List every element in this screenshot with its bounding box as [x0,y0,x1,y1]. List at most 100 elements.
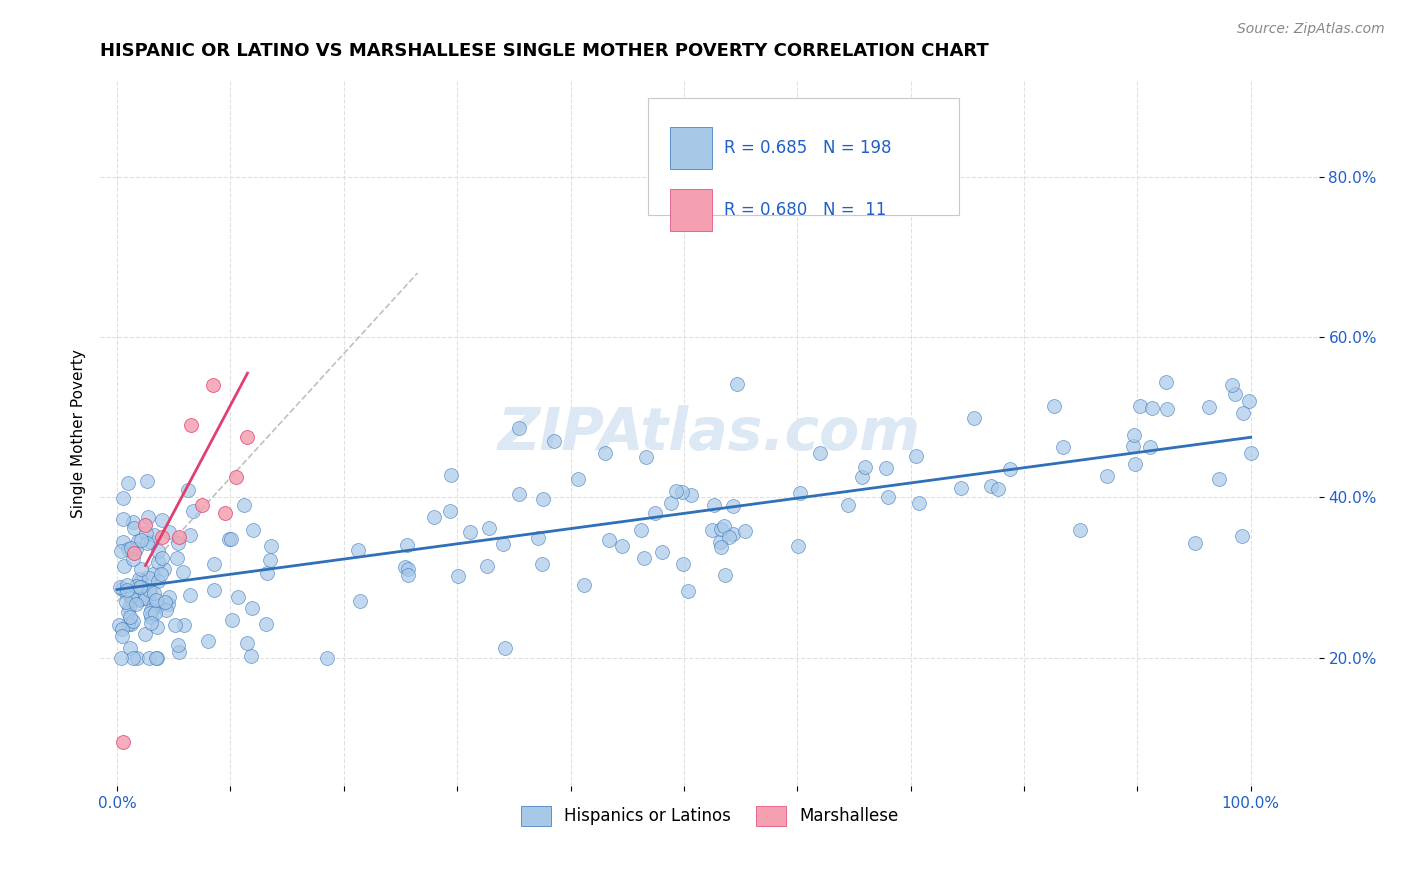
Point [128,593,150,607]
Point [242,523,264,537]
Point [111,735,134,749]
Point [122,515,145,529]
Point [595,445,617,459]
Point [853,459,876,474]
Point [725,376,748,391]
Point [129,533,152,547]
Point [240,648,263,663]
Point [396,538,419,552]
Point [125,597,148,611]
Point [633,550,655,565]
Point [1139,440,1161,454]
Point [152,562,174,576]
Point [713,519,735,533]
Point [1230,529,1253,543]
Point [150,513,173,527]
Point [146,620,169,634]
Point [221,613,243,627]
Point [135,474,157,488]
Point [1129,399,1152,413]
Point [259,553,281,567]
Point [129,580,152,594]
Point [139,584,162,599]
Point [877,490,900,504]
Point [598,533,620,548]
Text: HISPANIC OR LATINO VS MARSHALLESE SINGLE MOTHER POVERTY CORRELATION CHART: HISPANIC OR LATINO VS MARSHALLESE SINGLE… [100,42,988,60]
Point [149,567,172,582]
Point [630,523,652,537]
Point [236,636,259,650]
Point [120,617,142,632]
Point [710,540,733,554]
Point [1043,400,1066,414]
Point [145,650,167,665]
Point [148,574,170,589]
Point [394,559,416,574]
Point [219,532,242,546]
Point [721,527,744,541]
Point [146,650,169,665]
Point [236,430,259,444]
Point [112,535,135,549]
Point [166,638,188,652]
Point [157,590,180,604]
Point [117,617,139,632]
Point [679,488,702,502]
Point [135,525,157,540]
Point [789,485,811,500]
Point [508,421,530,435]
Point [141,602,163,616]
Point [111,582,134,596]
Point [134,627,156,641]
Point [155,603,177,617]
Point [122,551,145,566]
Point [127,534,149,549]
Point [439,504,461,518]
Point [240,600,263,615]
Point [494,640,516,655]
Point [214,507,236,521]
Point [610,539,633,553]
Point [146,599,169,614]
Point [127,650,149,665]
Point [659,496,682,510]
Point [148,556,170,570]
Point [181,504,204,518]
Point [121,615,143,629]
Point [118,599,141,614]
Point [128,591,150,606]
Point [125,579,148,593]
Point [1052,440,1074,454]
Point [173,618,195,632]
Point [492,537,515,551]
Point [710,522,733,536]
Point [134,518,156,533]
Point [478,521,501,535]
Point [138,650,160,665]
Point [139,534,162,549]
Point [128,572,150,586]
FancyBboxPatch shape [671,189,711,231]
Point [527,531,550,545]
Point [179,528,201,542]
Point [531,558,554,572]
Point [150,551,173,566]
Point [950,481,973,495]
Point [142,528,165,542]
Point [226,590,249,604]
Point [1156,375,1178,389]
Point [671,557,693,571]
Point [458,524,481,539]
Point [723,499,745,513]
Point [1095,469,1118,483]
Point [117,541,139,556]
Point [118,610,141,624]
Point [110,544,132,558]
Point [115,595,138,609]
Point [644,506,666,520]
Point [117,583,139,598]
Point [233,498,256,512]
Point [1237,394,1260,409]
Point [1184,536,1206,550]
Point [396,561,419,575]
